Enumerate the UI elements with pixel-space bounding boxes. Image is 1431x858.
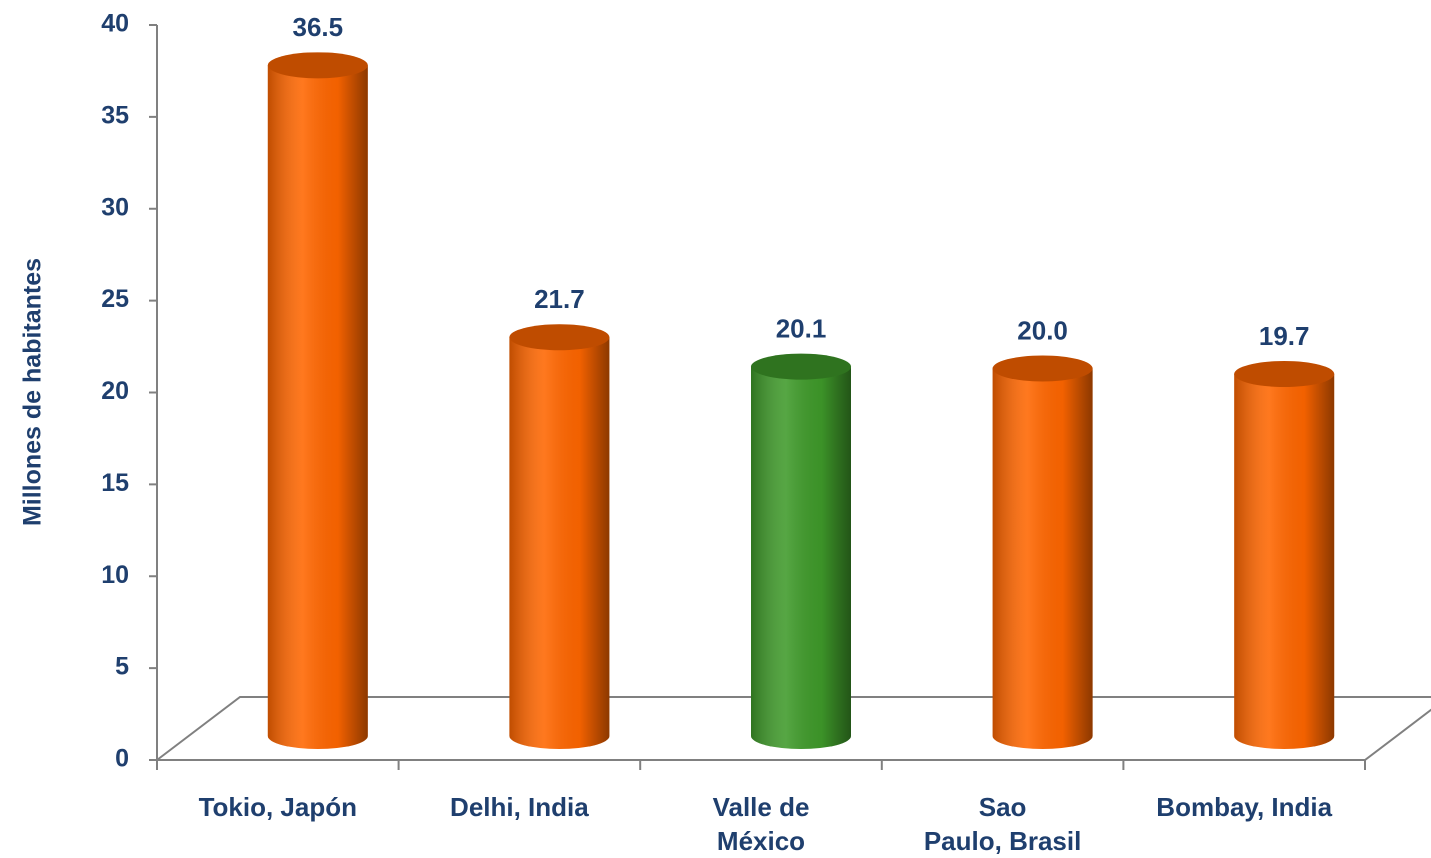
data-label: 19.7: [1259, 321, 1310, 351]
y-tick-label: 25: [101, 285, 129, 313]
bar-top-shade: [1234, 361, 1335, 388]
bar-shade: [1234, 374, 1335, 749]
bar-top-shade: [992, 355, 1093, 382]
x-tick-label: Bombay, India: [1156, 792, 1333, 822]
bar-top-shade: [751, 353, 851, 380]
bar-top: [267, 52, 368, 79]
y-tick-label: 20: [101, 377, 129, 405]
y-tick-label: 35: [101, 101, 129, 129]
x-tick-label: Delhi, India: [450, 792, 589, 822]
data-label: 36.5: [292, 12, 343, 42]
x-tick-label: Tokio, Japón: [198, 792, 357, 822]
x-tick-label: Sao Paulo, Brasil: [923, 792, 1082, 856]
bar-top: [509, 324, 610, 351]
bar-top-shade: [509, 324, 610, 351]
bar-shade: [267, 65, 368, 749]
y-axis-label: Millones de habitantes: [19, 258, 47, 526]
bar-top-shade: [267, 52, 368, 79]
data-label: 21.7: [534, 284, 585, 314]
bar-top: [992, 355, 1093, 382]
y-tick-label: 15: [101, 469, 129, 497]
data-label: 20.1: [776, 314, 827, 344]
bar-top: [1234, 361, 1335, 388]
y-tick-label: 40: [101, 10, 129, 38]
y-tick-label: 0: [115, 745, 129, 773]
bar-top: [751, 353, 851, 380]
bar-shade: [509, 337, 610, 749]
bar-shade: [751, 366, 851, 749]
y-tick-label: 10: [101, 561, 129, 589]
x-tick-label: Valle de México: [712, 792, 810, 856]
data-label: 20.0: [1017, 315, 1068, 345]
y-tick-label: 30: [101, 193, 129, 221]
bar-shade: [992, 368, 1093, 749]
y-tick-label: 5: [115, 653, 129, 681]
